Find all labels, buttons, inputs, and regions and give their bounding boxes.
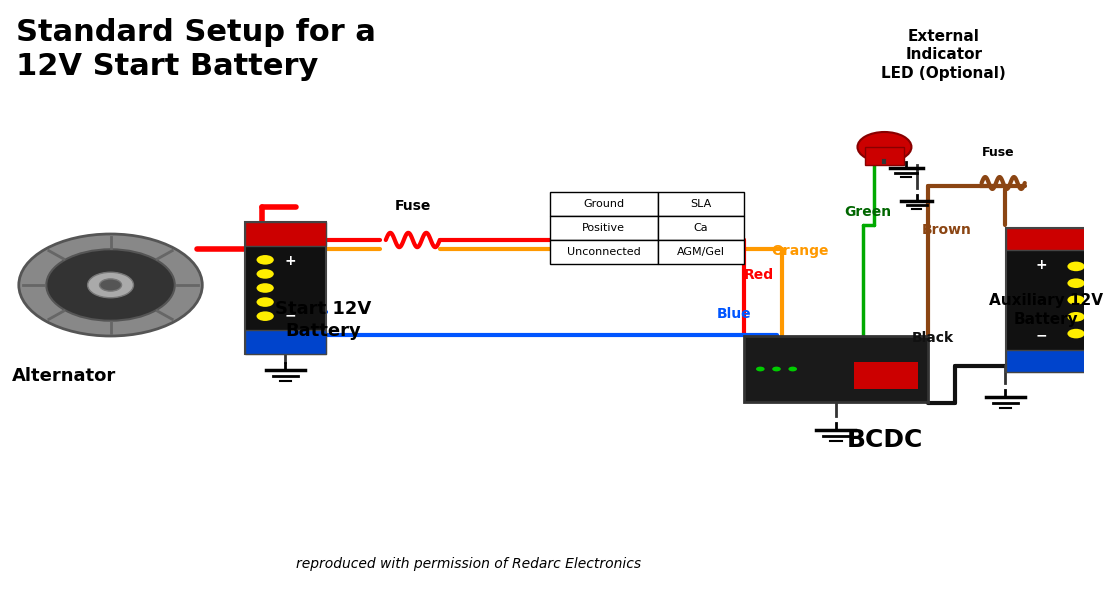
Circle shape [257, 255, 273, 265]
Text: Fuse: Fuse [981, 146, 1014, 159]
Bar [1005, 228, 1087, 372]
Text: Red: Red [744, 268, 774, 282]
Circle shape [257, 311, 273, 321]
Text: Black: Black [911, 331, 953, 345]
Bar [244, 222, 326, 246]
Bar [854, 362, 919, 389]
Text: Auxiliary 12V
Battery: Auxiliary 12V Battery [990, 293, 1103, 327]
Bar [865, 147, 904, 165]
Bar [744, 336, 928, 402]
Circle shape [100, 279, 121, 291]
Circle shape [19, 234, 202, 336]
Text: Blue: Blue [718, 307, 752, 321]
Text: +: + [1035, 257, 1047, 272]
Text: −: − [1035, 328, 1047, 343]
Bar [244, 330, 326, 354]
Text: BCDC: BCDC [847, 428, 922, 452]
Bar [1005, 350, 1087, 372]
Text: SLA: SLA [690, 199, 711, 209]
Circle shape [1068, 262, 1084, 271]
Circle shape [257, 297, 273, 307]
Circle shape [1068, 278, 1084, 288]
Circle shape [1068, 329, 1084, 338]
Circle shape [1068, 295, 1084, 305]
Bar [550, 240, 658, 264]
Bar [244, 222, 326, 354]
Text: Ca: Ca [693, 223, 709, 233]
Circle shape [755, 367, 764, 371]
Circle shape [858, 132, 911, 162]
Circle shape [789, 367, 797, 371]
Bar [658, 240, 744, 264]
Text: Alternator: Alternator [12, 367, 117, 385]
Circle shape [47, 250, 174, 320]
Text: Positive: Positive [582, 223, 625, 233]
Text: Green: Green [844, 205, 892, 219]
Text: Ground: Ground [583, 199, 624, 209]
Text: Fuse: Fuse [394, 199, 431, 213]
Circle shape [88, 272, 133, 298]
Text: AGM/Gel: AGM/Gel [677, 247, 725, 257]
Text: Brown: Brown [922, 223, 972, 237]
Text: −: − [286, 308, 297, 322]
Circle shape [257, 269, 273, 279]
Bar [550, 216, 658, 240]
Text: Start 12V
Battery: Start 12V Battery [276, 300, 371, 340]
Circle shape [1068, 312, 1084, 322]
Text: Unconnected: Unconnected [567, 247, 641, 257]
Text: reproduced with permission of Redarc Electronics: reproduced with permission of Redarc Ele… [297, 557, 641, 571]
Bar [658, 192, 744, 216]
Bar [1005, 228, 1087, 250]
Circle shape [257, 283, 273, 293]
Bar [658, 216, 744, 240]
Text: External
Indicator
LED (Optional): External Indicator LED (Optional) [881, 29, 1007, 81]
Bar [550, 192, 658, 216]
Text: +: + [286, 254, 297, 268]
Circle shape [772, 367, 781, 371]
Text: Orange: Orange [771, 244, 829, 258]
Text: Standard Setup for a
12V Start Battery: Standard Setup for a 12V Start Battery [16, 18, 376, 80]
